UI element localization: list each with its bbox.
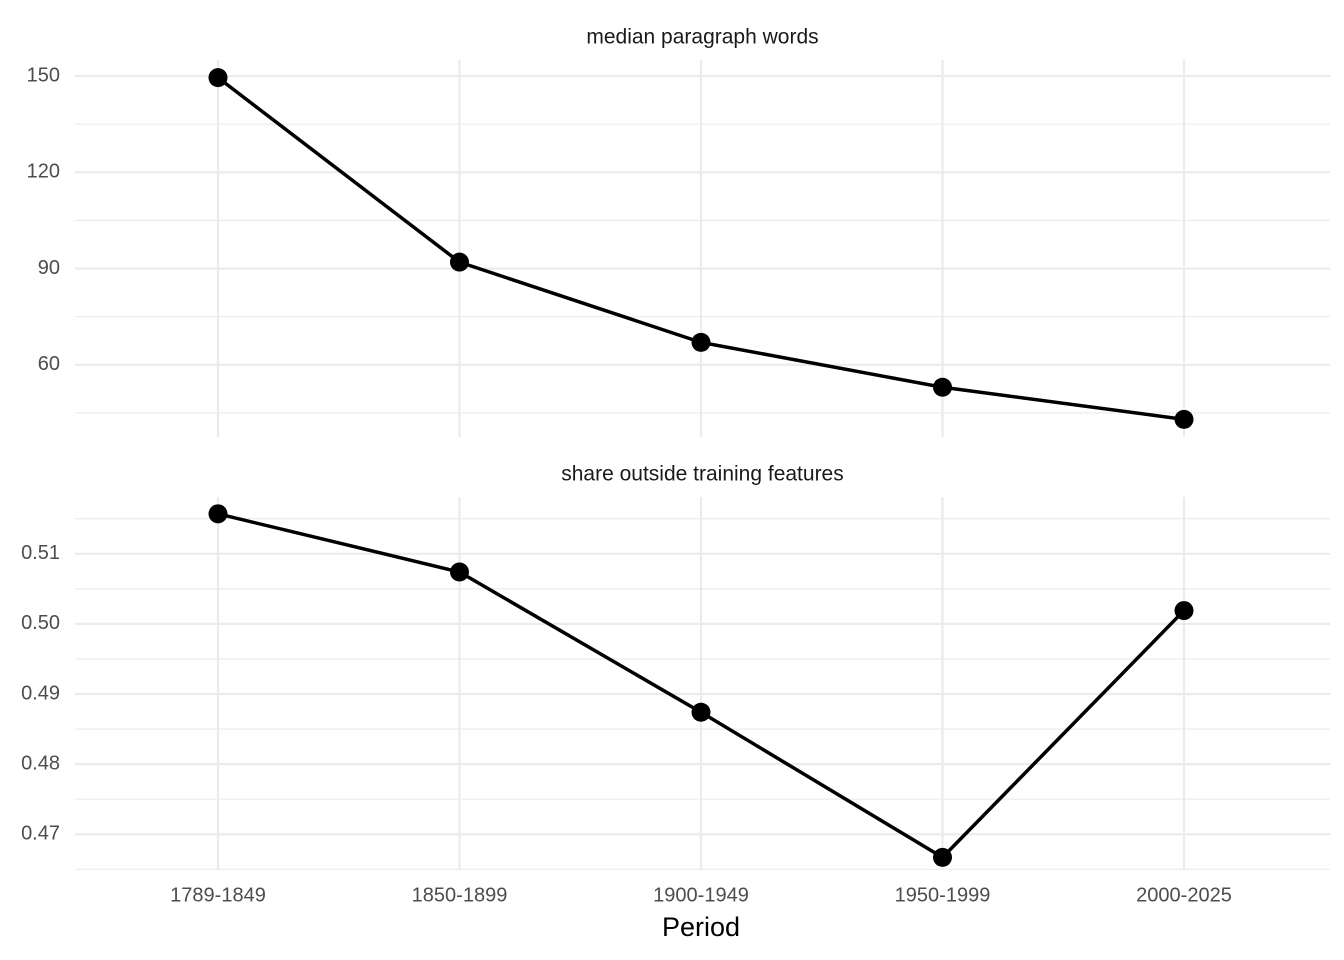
data-point bbox=[933, 847, 952, 867]
data-point bbox=[933, 377, 952, 397]
y-tick-label: 60 bbox=[38, 353, 60, 375]
y-tick-label: 90 bbox=[38, 257, 60, 279]
data-point bbox=[450, 562, 469, 582]
x-tick-label: 1950-1999 bbox=[895, 884, 991, 906]
x-tick-label: 1850-1899 bbox=[412, 884, 508, 906]
x-tick-label: 2000-2025 bbox=[1136, 884, 1232, 906]
y-tick-label: 150 bbox=[27, 64, 60, 86]
x-tick-label: 1900-1949 bbox=[653, 884, 749, 906]
panel-title: median paragraph words bbox=[586, 26, 818, 49]
y-tick-label: 120 bbox=[27, 161, 60, 183]
y-tick-label: 0.50 bbox=[21, 612, 60, 634]
x-tick-label: 1789-1849 bbox=[170, 884, 266, 906]
data-point bbox=[450, 252, 469, 272]
data-point bbox=[208, 504, 228, 524]
y-tick-label: 0.48 bbox=[21, 752, 60, 774]
data-point bbox=[1174, 601, 1194, 621]
panel-title: share outside training features bbox=[561, 463, 844, 486]
y-tick-label: 0.49 bbox=[21, 682, 60, 704]
data-point bbox=[1174, 409, 1194, 429]
y-tick-label: 0.51 bbox=[21, 542, 60, 564]
x-axis-label: Period bbox=[662, 912, 740, 942]
data-point bbox=[208, 68, 228, 88]
data-point bbox=[691, 332, 711, 352]
data-point bbox=[691, 702, 711, 722]
y-tick-label: 0.47 bbox=[21, 823, 60, 845]
